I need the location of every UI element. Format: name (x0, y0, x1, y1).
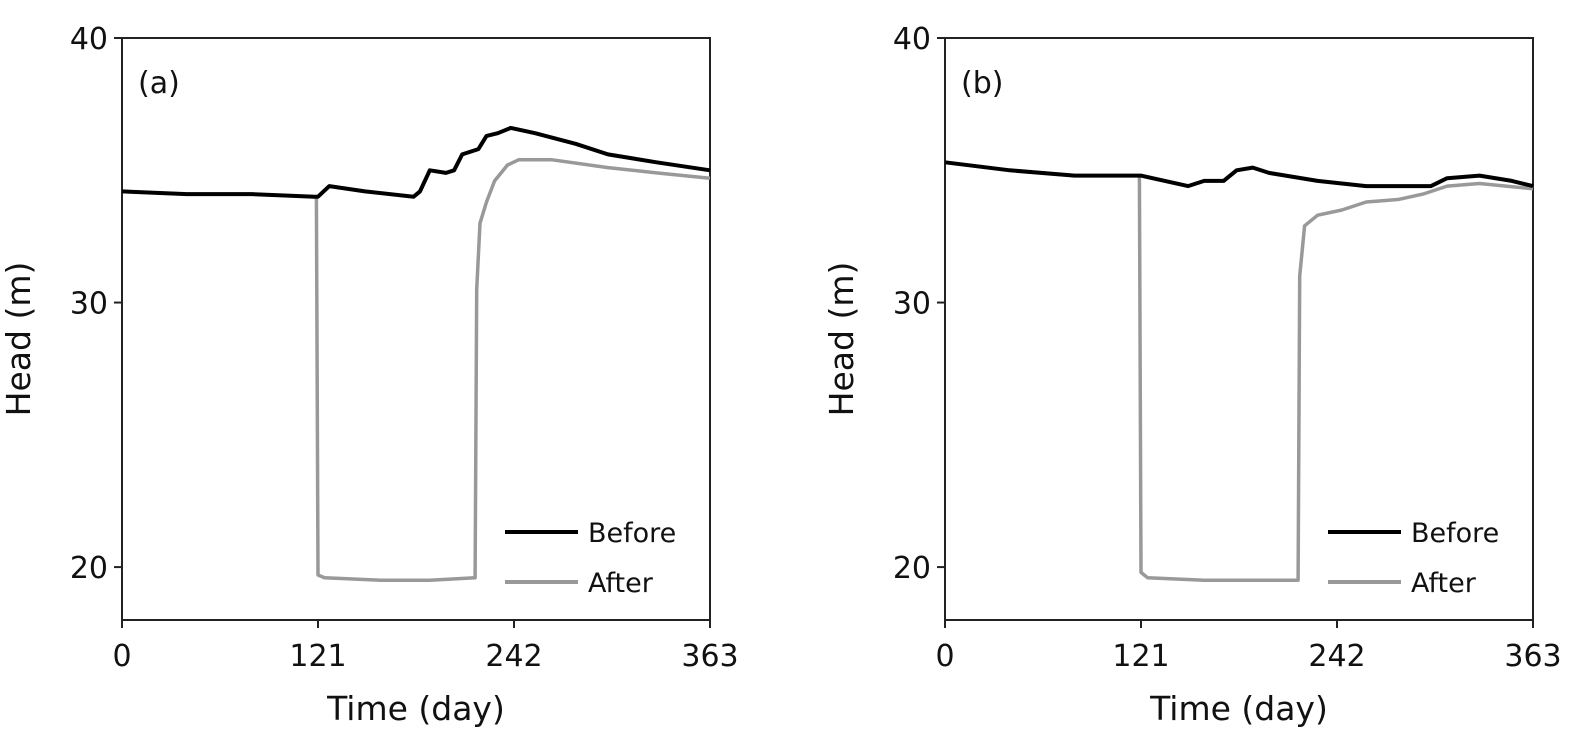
y-tick-label: 40 (70, 22, 108, 57)
y-tick-label: 20 (893, 551, 931, 586)
series-line-before (944, 160, 1534, 189)
x-axis-label: Time (day) (1149, 689, 1328, 728)
y-axis-label: Head (m) (822, 262, 861, 417)
panel-a: 0 121 242 363 20 30 40 Time (day) Head (m) (a) Bef… (0, 22, 739, 728)
x-tick-label: 363 (1504, 639, 1561, 674)
x-tick-label: 363 (681, 639, 738, 674)
y-tick-label: 30 (70, 287, 108, 322)
x-tick-label: 121 (289, 639, 346, 674)
panel-label: (b) (961, 66, 1003, 101)
x-tick-label: 0 (935, 639, 954, 674)
panel-label: (a) (138, 66, 180, 101)
x-tick-label: 0 (112, 639, 131, 674)
x-tick-label: 242 (1308, 639, 1365, 674)
series-line-before (121, 125, 711, 199)
y-tick-label: 30 (893, 287, 931, 322)
legend-label-before: Before (1411, 518, 1499, 549)
y-tick-label: 40 (893, 22, 931, 57)
x-tick-label: 242 (485, 639, 542, 674)
legend-label-after: After (588, 568, 654, 599)
legend-label-before: Before (588, 518, 676, 549)
panel-b: 0 121 242 363 20 30 40 Time (day) Head (m) (b) Bef… (822, 22, 1562, 728)
y-axis-label: Head (m) (0, 262, 38, 417)
x-tick-label: 121 (1112, 639, 1169, 674)
plot-frame (944, 37, 1534, 621)
y-tick-label: 20 (70, 551, 108, 586)
legend-label-after: After (1411, 568, 1477, 599)
plot-frame (121, 37, 711, 621)
x-axis-label: Time (day) (326, 689, 505, 728)
